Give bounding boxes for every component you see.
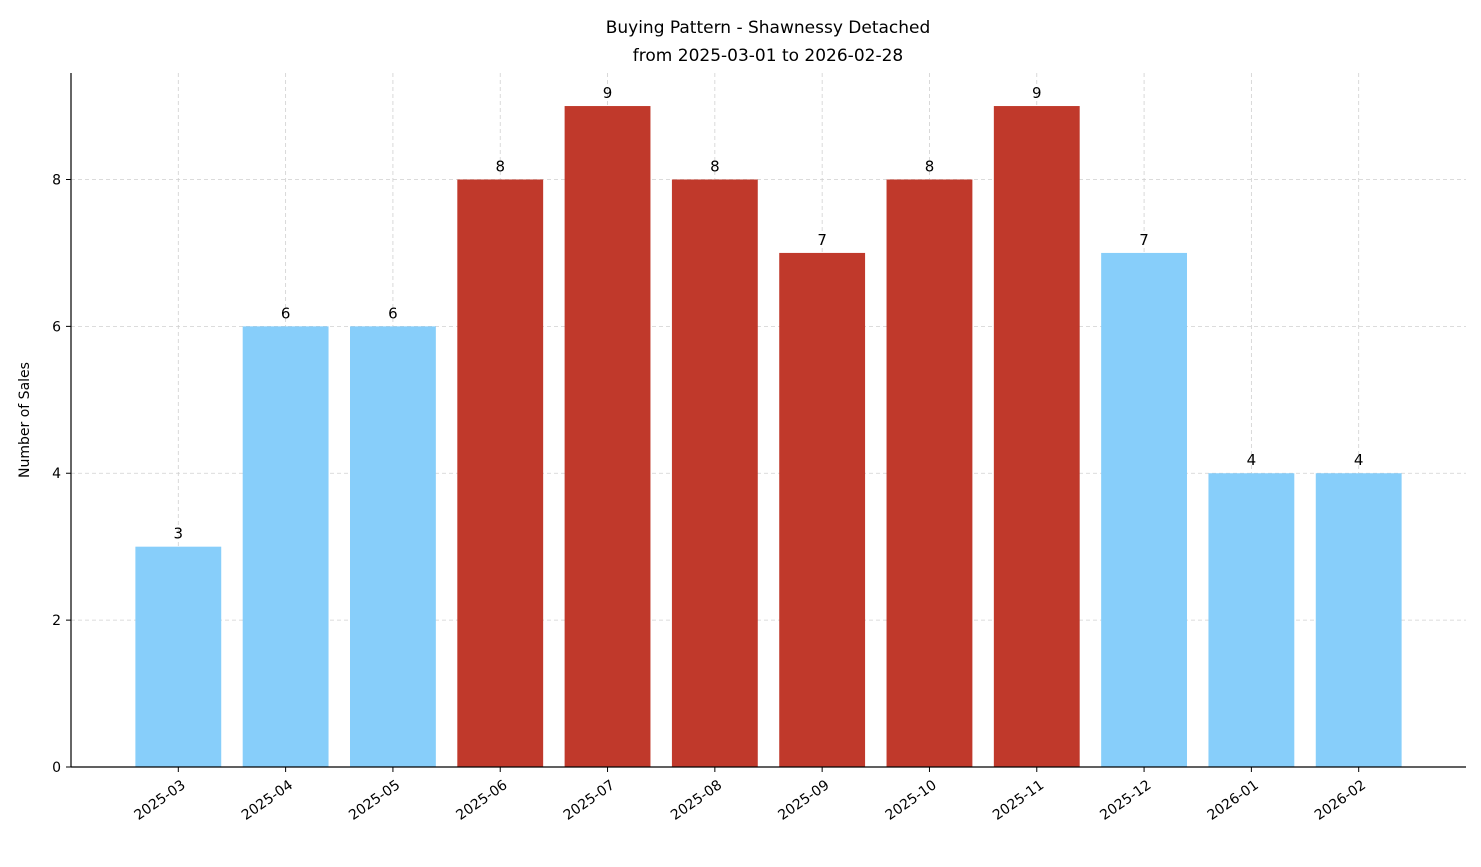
bar-value-label: 4	[1247, 451, 1257, 469]
bar-2025-05	[350, 326, 436, 767]
bar-value-label: 8	[710, 157, 720, 175]
x-tick-label: 2025-03	[132, 777, 189, 824]
x-tick-label: 2025-07	[561, 777, 618, 824]
bar-2026-02	[1315, 473, 1402, 767]
y-tick-label: 6	[52, 319, 61, 335]
y-tick-label: 0	[52, 760, 61, 776]
bar-value-label: 6	[388, 304, 398, 322]
bar-2025-04	[242, 326, 329, 767]
bar-2026-01	[1208, 473, 1295, 767]
bar-2025-11	[993, 106, 1080, 768]
bar-2025-10	[886, 179, 973, 768]
y-axis-label: Number of Sales	[17, 362, 33, 478]
bars: 3 6 6 8 9 8 7 8 9 7 4 4	[135, 84, 1402, 768]
bar-2025-09	[779, 252, 866, 768]
x-tick-label: 2025-06	[453, 777, 510, 824]
y-tick-label: 2	[52, 613, 61, 629]
x-tick-label: 2025-05	[346, 777, 403, 824]
bar-value-label: 7	[817, 231, 827, 249]
x-tick-label: 2025-04	[239, 777, 296, 824]
bar-value-label: 8	[495, 157, 505, 175]
x-tick-label: 2025-12	[1097, 777, 1154, 824]
bar-value-label: 7	[1139, 231, 1149, 249]
y-tick-label: 4	[52, 466, 61, 482]
x-tick-label: 2026-01	[1205, 777, 1262, 824]
bar-value-label: 6	[281, 304, 291, 322]
chart-title: Buying Pattern - Shawnessy Detached	[606, 18, 931, 38]
bar-value-label: 4	[1354, 451, 1364, 469]
bar-2025-03	[135, 546, 222, 767]
x-tick-label: 2025-11	[990, 777, 1047, 824]
bar-value-label: 9	[603, 84, 613, 102]
bar-2025-08	[671, 179, 758, 768]
x-tick-label: 2025-09	[775, 777, 832, 824]
bar-value-label: 3	[174, 525, 184, 543]
bar-2025-06	[457, 179, 544, 768]
chart-subtitle: from 2025-03-01 to 2026-02-28	[633, 46, 903, 66]
x-tick-label: 2025-10	[883, 777, 940, 824]
x-tick-label: 2026-02	[1312, 777, 1369, 824]
bar-2025-07	[564, 106, 651, 768]
y-tick-label: 8	[52, 172, 61, 188]
bar-2025-12	[1101, 252, 1187, 768]
x-tick-label: 2025-08	[668, 777, 725, 824]
bar-value-label: 8	[925, 157, 935, 175]
bar-value-label: 9	[1032, 84, 1042, 102]
